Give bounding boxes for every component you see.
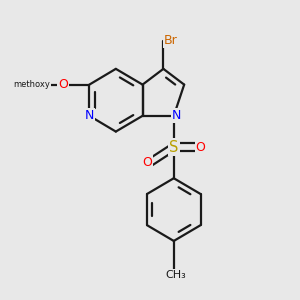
Text: O: O bbox=[142, 156, 152, 169]
Text: CH₃: CH₃ bbox=[165, 269, 186, 280]
Text: N: N bbox=[85, 109, 94, 122]
Text: S: S bbox=[169, 140, 178, 154]
Text: N: N bbox=[172, 109, 182, 122]
Text: methoxy: methoxy bbox=[14, 80, 50, 89]
Text: O: O bbox=[58, 78, 68, 91]
Text: O: O bbox=[196, 140, 206, 154]
Text: Br: Br bbox=[164, 34, 178, 47]
